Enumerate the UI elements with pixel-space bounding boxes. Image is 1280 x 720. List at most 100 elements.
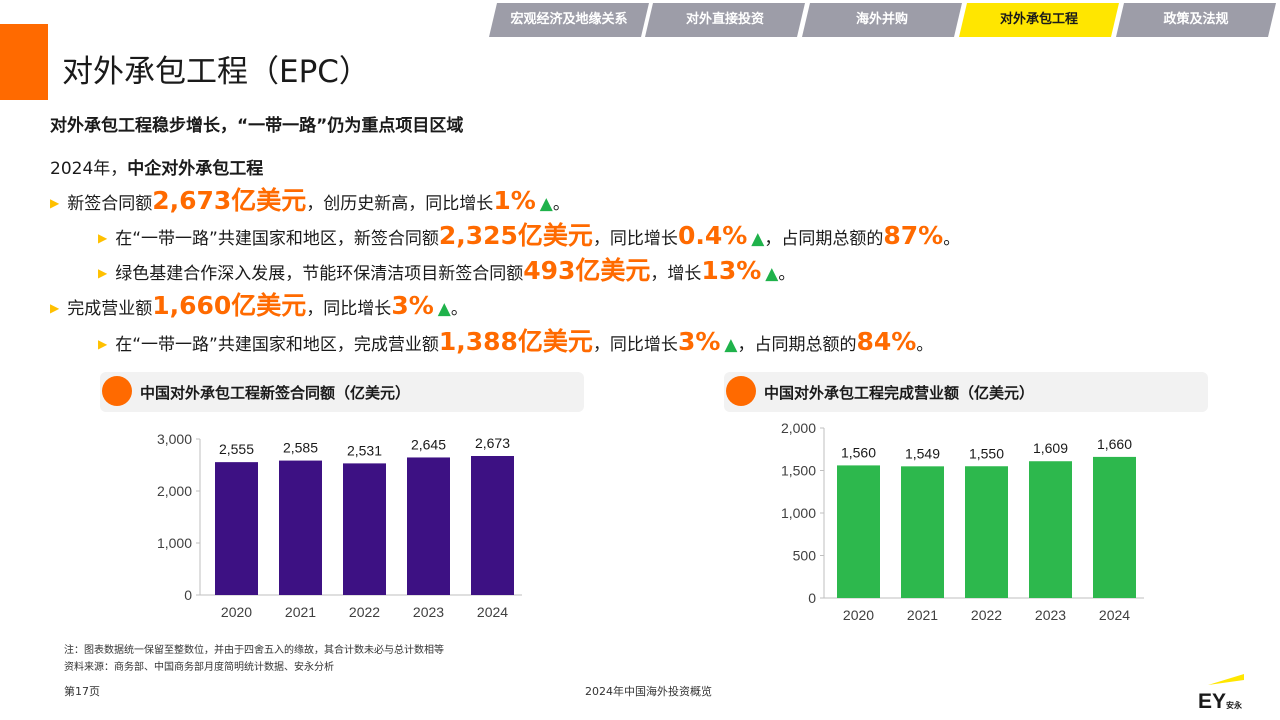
bullet-text: ，占同期总额的 (764, 229, 884, 249)
bar-2024 (471, 456, 514, 595)
turnover-bar-chart: 0 500 1,000 1,500 2,000 1,560 2020 1,549 2021 1,5… (781, 420, 1144, 623)
highlight-value: 2,325亿美元 (438, 221, 593, 250)
ey-logo-text: EY (1198, 690, 1226, 712)
footer-report-title: 2024年中国海外投资概览 (585, 685, 712, 698)
bullet-triangle-icon: ▶ (98, 231, 108, 245)
bullet-text: 完成营业额 (67, 299, 153, 319)
bar-2022 (965, 466, 1008, 598)
bullet-text: ，同比增长 (592, 229, 678, 249)
data-label-2024: 1,660 (1097, 436, 1132, 452)
data-label-2021: 1,549 (905, 445, 940, 461)
tab-macro[interactable]: 宏观经济及地缘关系 (489, 3, 649, 37)
bullet-bri-turnover: ▶ 在“一带一路”共建国家和地区，完成营业额 1,388亿美元 ，同比增长 3%… (98, 322, 933, 358)
chart-header-turnover: 中国对外承包工程完成营业额（亿美元） (724, 372, 1208, 412)
intro-year: 2024年， (50, 159, 128, 179)
bullet-triangle-icon: ▶ (50, 196, 60, 210)
bullet-turnover: ▶ 完成营业额 1,660亿美元 ，同比增长 3% ▲ 。 (50, 286, 468, 322)
y-tick-label: 1,000 (157, 535, 192, 551)
ey-logo-beam (1208, 674, 1244, 685)
tab-ma[interactable]: 海外并购 (802, 3, 962, 37)
bullet-text: 新签合同额 (67, 194, 153, 214)
y-tick-label: 2,000 (157, 483, 192, 499)
bullet-text: ，同比增长 (592, 335, 678, 355)
title-accent-bar (0, 24, 48, 100)
bullet-text: 在“一带一路”共建国家和地区，完成营业额 (115, 335, 439, 355)
y-tick-label: 1,500 (781, 463, 816, 479)
y-tick-label: 2,000 (781, 420, 816, 436)
chart-title: 中国对外承包工程新签合同额（亿美元） (140, 384, 411, 402)
bullet-text: ，创历史新高，同比增长 (306, 194, 494, 214)
data-source: 资料来源：商务部、中国商务部月度简明统计数据、安永分析 (64, 662, 334, 673)
x-tick-label: 2021 (285, 604, 316, 620)
bar-2023 (407, 457, 450, 595)
x-tick-label: 2024 (1099, 607, 1130, 623)
bar-2023 (1029, 461, 1072, 598)
up-arrow-icon: ▲ (724, 335, 738, 355)
tab-odi[interactable]: 对外直接投资 (645, 3, 805, 37)
highlight-percent: 13% (701, 256, 762, 285)
y-tick-label: 3,000 (157, 431, 192, 447)
bar-2024 (1093, 456, 1136, 598)
bullet-triangle-icon: ▶ (98, 266, 108, 280)
data-label-2024: 2,673 (475, 435, 510, 451)
highlight-share: 84% (856, 327, 917, 356)
bullet-text: 。 (450, 299, 468, 319)
bar-2021 (279, 460, 322, 595)
bullet-text: 绿色基建合作深入发展，节能环保清洁项目新签合同额 (115, 264, 524, 284)
bullet-triangle-icon: ▶ (98, 337, 108, 351)
data-label-2023: 2,645 (411, 436, 446, 452)
x-tick-label: 2024 (477, 604, 508, 620)
page-title: 对外承包工程（EPC） (62, 54, 370, 90)
tab-policy[interactable]: 政策及法规 (1116, 3, 1276, 37)
y-tick-label: 500 (793, 548, 817, 564)
section-tabs: 宏观经济及地缘关系 对外直接投资 海外并购 对外承包工程 政策及法规 (489, 3, 1280, 37)
highlight-share: 87% (883, 221, 944, 250)
bullet-text: 。 (552, 194, 570, 214)
tab-epc[interactable]: 对外承包工程 (959, 3, 1119, 37)
y-tick-label: 0 (184, 587, 192, 603)
page-subtitle: 对外承包工程稳步增长，“一带一路”仍为重点项目区域 (50, 116, 464, 136)
chart-header-new-contracts: 中国对外承包工程新签合同额（亿美元） (100, 372, 584, 412)
x-tick-label: 2022 (349, 604, 380, 620)
bullet-new-contracts: ▶ 新签合同额 2,673亿美元 ，创历史新高，同比增长 1% ▲ 。 (50, 181, 570, 217)
bullet-text: 。 (943, 229, 961, 249)
up-arrow-icon: ▲ (765, 264, 779, 284)
chart-title: 中国对外承包工程完成营业额（亿美元） (764, 384, 1035, 402)
highlight-value: 1,388亿美元 (438, 327, 593, 356)
data-label-2020: 1,560 (841, 444, 876, 460)
up-arrow-icon: ▲ (539, 194, 553, 214)
bullet-text: 。 (778, 264, 796, 284)
highlight-percent: 3% (677, 327, 721, 356)
up-arrow-icon: ▲ (751, 229, 765, 249)
highlight-value: 493亿美元 (523, 256, 651, 285)
ey-logo: EY 安永 (1198, 674, 1244, 712)
bullet-bri-new-contracts: ▶ 在“一带一路”共建国家和地区，新签合同额 2,325亿美元 ，同比增长 0.… (98, 216, 960, 252)
bar-2020 (837, 465, 880, 598)
ey-logo-sub: 安永 (1226, 700, 1242, 710)
bullet-text: ，增长 (650, 264, 702, 284)
bar-2020 (215, 462, 258, 595)
x-tick-label: 2023 (1035, 607, 1066, 623)
data-label-2020: 2,555 (219, 441, 254, 457)
page-number: 第17页 (64, 685, 100, 698)
data-label-2022: 2,531 (347, 442, 382, 458)
data-label-2023: 1,609 (1033, 440, 1068, 456)
y-tick-label: 1,000 (781, 505, 816, 521)
bar-2021 (901, 466, 944, 598)
orange-dot-icon (102, 376, 132, 406)
x-tick-label: 2020 (221, 604, 252, 620)
intro-line: 2024年，中企对外承包工程 (50, 154, 263, 179)
bullet-triangle-icon: ▶ (50, 301, 60, 315)
bar-2022 (343, 463, 386, 595)
bullet-text: 在“一带一路”共建国家和地区，新签合同额 (115, 229, 439, 249)
bullet-text: ，占同期总额的 (737, 335, 857, 355)
highlight-percent: 3% (391, 291, 434, 320)
highlight-value: 2,673亿美元 (152, 186, 307, 215)
data-label-2022: 1,550 (969, 445, 1004, 461)
orange-dot-icon (726, 376, 756, 406)
highlight-value: 1,660亿美元 (152, 291, 307, 320)
x-tick-label: 2022 (971, 607, 1002, 623)
new-contracts-bar-chart: 0 1,000 2,000 3,000 2,555 2020 2,585 2021 2,531 2… (157, 431, 522, 620)
highlight-percent: 0.4% (677, 221, 748, 250)
data-label-2021: 2,585 (283, 440, 318, 456)
